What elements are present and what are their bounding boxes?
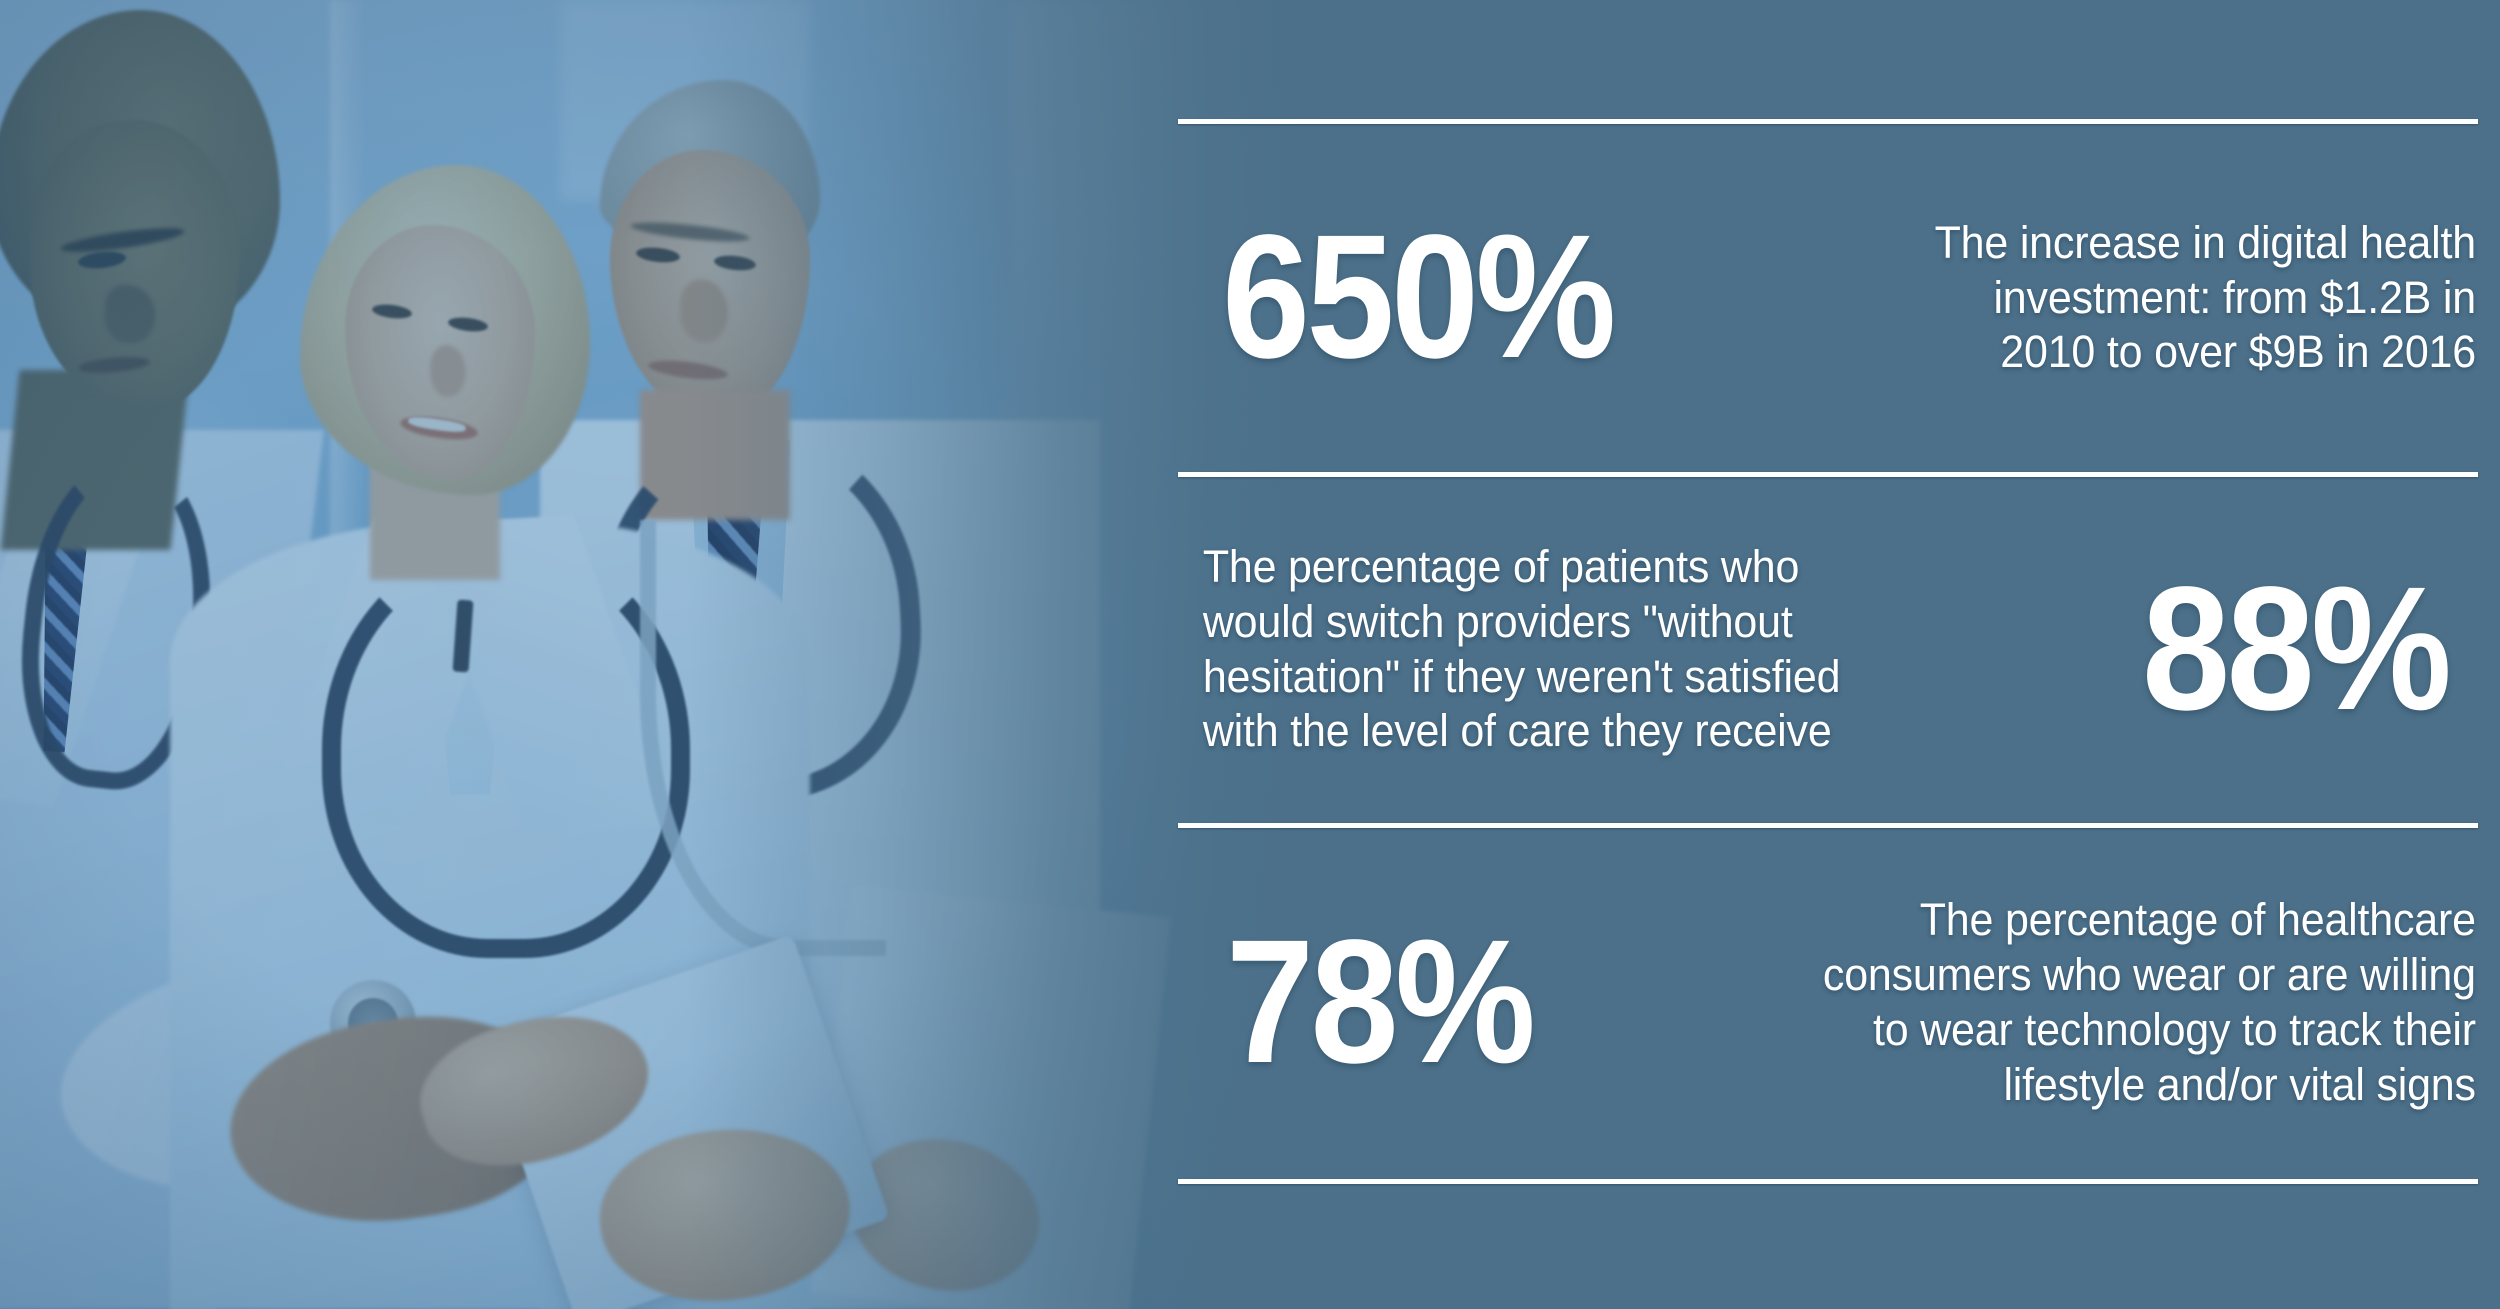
healthcare-team-photo bbox=[0, 0, 1320, 1309]
stat-row-wearable-technology-adoption: 78% The percentage of healthcare consume… bbox=[1178, 827, 2478, 1179]
divider-rule-2 bbox=[1178, 823, 2478, 828]
photo-right-edge-fade bbox=[0, 0, 1320, 1309]
stat-value-88: 88% bbox=[2141, 550, 2452, 747]
stat-description-650: The increase in digital health investmen… bbox=[1934, 216, 2477, 378]
stat-row-digital-health-investment: 650% The increase in digital health inve… bbox=[1178, 124, 2478, 472]
divider-rule-bottom bbox=[1178, 1179, 2478, 1184]
divider-rule-1 bbox=[1178, 472, 2478, 477]
divider-rule-top bbox=[1178, 119, 2478, 124]
stat-description-78: The percentage of healthcare consumers w… bbox=[1823, 894, 2477, 1110]
stat-row-patients-would-switch-providers: The percentage of patients who would swi… bbox=[1178, 476, 2478, 823]
stat-description-88: The percentage of patients who would swi… bbox=[1202, 540, 1841, 757]
stat-value-650: 650% bbox=[1222, 199, 1616, 396]
stat-value-78: 78% bbox=[1226, 904, 1536, 1101]
statistics-panel: 650% The increase in digital health inve… bbox=[1178, 0, 2478, 1309]
